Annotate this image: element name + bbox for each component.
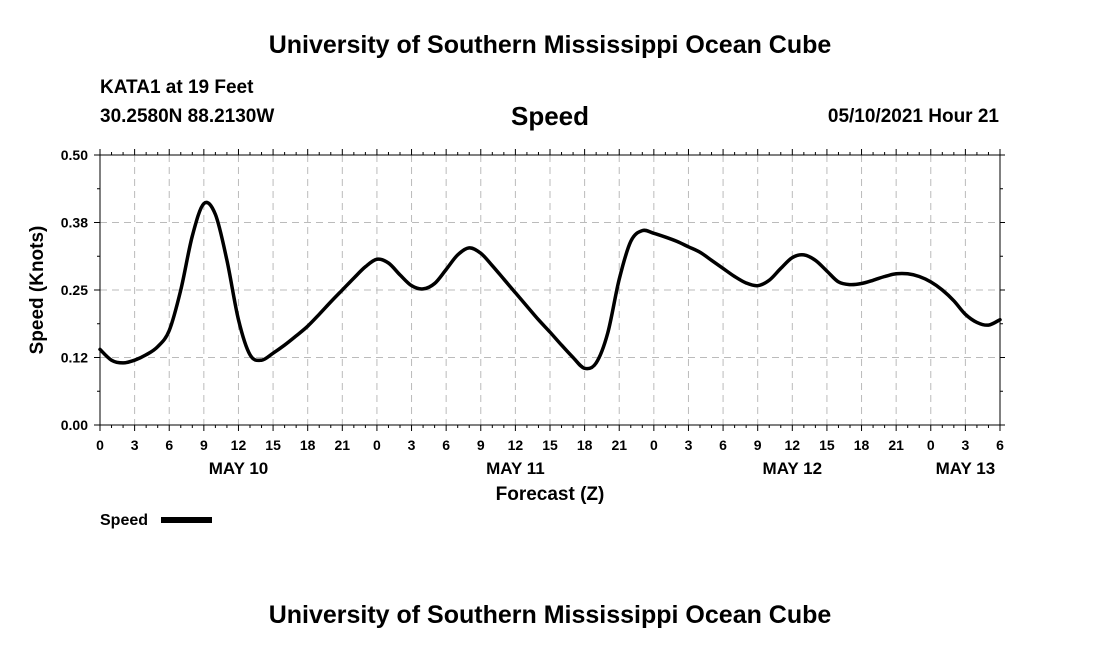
forecast-datetime: 05/10/2021 Hour 21 bbox=[827, 106, 999, 127]
x-tick-label: 6 bbox=[719, 437, 727, 453]
x-tick-label: 0 bbox=[96, 437, 104, 453]
y-tick-label: 0.38 bbox=[61, 215, 88, 231]
x-axis-label: Forecast (Z) bbox=[496, 484, 605, 505]
x-tick-label: 0 bbox=[373, 437, 381, 453]
x-tick-label: 21 bbox=[611, 437, 627, 453]
x-tick-label: 12 bbox=[785, 437, 801, 453]
chart-bottom-title: University of Southern Mississippi Ocean… bbox=[268, 601, 832, 629]
x-tick-label: 3 bbox=[408, 437, 416, 453]
x-tick-label: 15 bbox=[265, 437, 281, 453]
x-tick-label: 21 bbox=[335, 437, 351, 453]
x-tick-label: 0 bbox=[927, 437, 935, 453]
chart-subtitle: Speed bbox=[510, 101, 590, 131]
station-label: KATA1 at 19 Feet bbox=[100, 77, 254, 98]
y-tick-label: 0.00 bbox=[61, 417, 88, 433]
x-tick-label: 18 bbox=[577, 437, 593, 453]
x-tick-label: 3 bbox=[961, 437, 969, 453]
day-label: MAY 13 bbox=[936, 459, 996, 478]
axes-layer bbox=[94, 149, 1005, 431]
x-tick-label: 21 bbox=[888, 437, 904, 453]
coordinates-label: 30.2580N 88.2130W bbox=[100, 106, 275, 127]
x-tick-label: 0 bbox=[650, 437, 658, 453]
x-tick-label: 6 bbox=[996, 437, 1004, 453]
y-axis-label: Speed (Knots) bbox=[27, 226, 48, 355]
x-tick-label: 15 bbox=[542, 437, 558, 453]
day-label: MAY 12 bbox=[763, 459, 823, 478]
series-layer bbox=[98, 200, 1002, 371]
x-tick-label: 9 bbox=[200, 437, 208, 453]
legend-label: Speed bbox=[100, 512, 148, 529]
x-tick-label: 15 bbox=[819, 437, 835, 453]
y-tick-label: 0.50 bbox=[61, 147, 88, 163]
x-tick-label: 6 bbox=[442, 437, 450, 453]
x-tick-label: 18 bbox=[854, 437, 870, 453]
labels-layer: 0.00 0.12 0.25 0.38 0.50 0 3 6 9 12 15 18 21 0 3 6 9 12 15… bbox=[27, 147, 1004, 505]
x-tick-label: 12 bbox=[508, 437, 524, 453]
speed-series-line bbox=[98, 200, 1002, 371]
chart-top-title: University of Southern Mississippi Ocean… bbox=[268, 31, 832, 59]
x-tick-label: 3 bbox=[685, 437, 693, 453]
x-tick-label: 6 bbox=[165, 437, 173, 453]
x-tick-label: 18 bbox=[300, 437, 316, 453]
grid-layer bbox=[100, 155, 1000, 425]
x-tick-label: 9 bbox=[477, 437, 485, 453]
x-tick-label: 3 bbox=[131, 437, 139, 453]
legend: Speed bbox=[100, 512, 212, 529]
y-tick-label: 0.12 bbox=[61, 350, 88, 366]
x-tick-label: 9 bbox=[754, 437, 762, 453]
day-label: MAY 10 bbox=[209, 459, 269, 478]
day-label: MAY 11 bbox=[486, 459, 545, 478]
x-tick-label: 12 bbox=[231, 437, 247, 453]
y-tick-label: 0.25 bbox=[61, 282, 88, 298]
